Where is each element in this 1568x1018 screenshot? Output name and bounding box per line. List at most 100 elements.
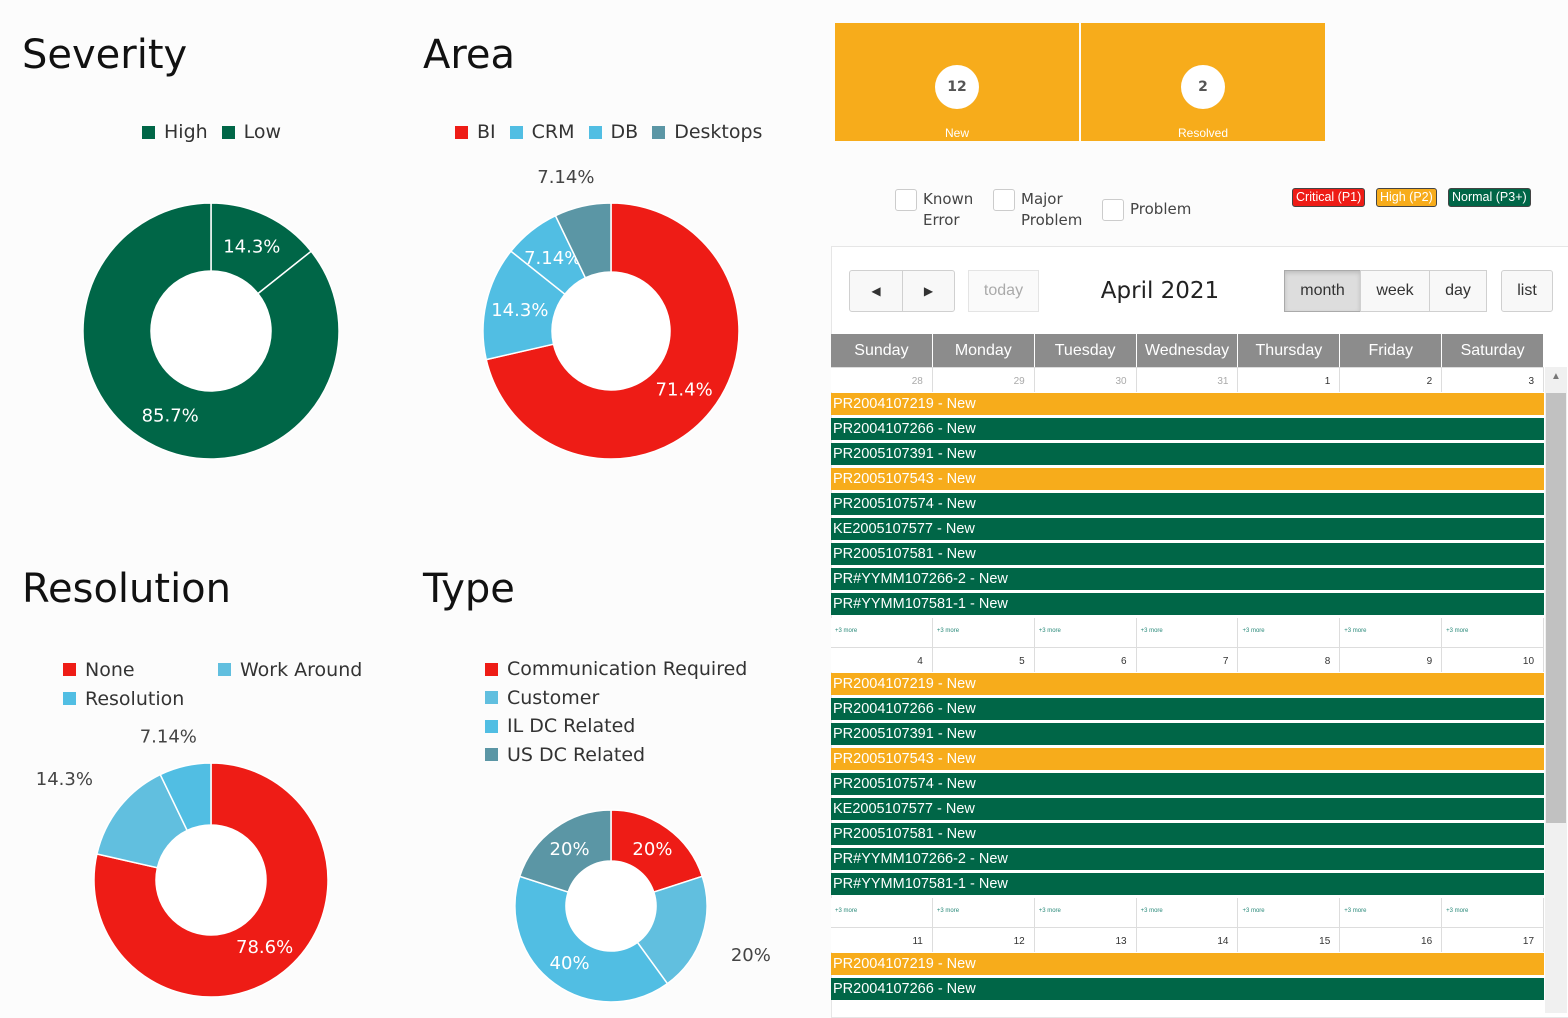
- more-events-link[interactable]: +3 more: [1340, 618, 1443, 648]
- slice-us-dc-related[interactable]: [518, 809, 612, 894]
- legend-label: None: [85, 658, 135, 681]
- more-events-link[interactable]: +3 more: [933, 898, 1035, 928]
- date-cell[interactable]: 12: [933, 928, 1035, 952]
- legend-item-work-around[interactable]: Work Around: [218, 655, 373, 684]
- data-label-us-dc-related: 20%: [550, 839, 590, 860]
- type-title: Type: [423, 566, 515, 612]
- calendar-event[interactable]: PR2005107543 - New: [831, 748, 1544, 770]
- date-cell[interactable]: 14: [1137, 928, 1239, 952]
- slice-desktops[interactable]: [554, 202, 612, 279]
- scroll-up-icon[interactable]: ▲: [1551, 371, 1561, 382]
- legend-item-bi[interactable]: BI: [455, 121, 496, 143]
- slice-resolution[interactable]: [159, 762, 212, 832]
- calendar-scroll-thumb[interactable]: [1546, 393, 1566, 823]
- prev-month-button[interactable]: ◀: [849, 270, 903, 312]
- priority-normal-badge: Normal (P3+): [1448, 188, 1531, 207]
- date-cell[interactable]: 11: [831, 928, 933, 952]
- more-events-link[interactable]: +3 more: [933, 618, 1035, 648]
- calendar-event[interactable]: PR2005107581 - New: [831, 543, 1544, 565]
- view-list-button[interactable]: list: [1501, 270, 1553, 312]
- date-cell[interactable]: 5: [933, 648, 1035, 672]
- slice-low[interactable]: [82, 202, 340, 460]
- data-label-desktops: 7.14%: [537, 167, 594, 188]
- more-events-link[interactable]: +3 more: [1340, 898, 1443, 928]
- date-cell[interactable]: 8: [1238, 648, 1341, 672]
- calendar-event[interactable]: PR2004107219 - New: [831, 953, 1544, 975]
- problem-filter[interactable]: Problem: [1102, 199, 1191, 221]
- more-events-link[interactable]: +3 more: [831, 618, 933, 648]
- calendar-event[interactable]: PR2004107219 - New: [831, 393, 1544, 415]
- legend-item-db[interactable]: DB: [588, 121, 638, 143]
- known-error-checkbox[interactable]: [895, 189, 917, 211]
- major-problem-label: Major Problem: [1021, 190, 1083, 229]
- date-cell[interactable]: 7: [1137, 648, 1239, 672]
- more-events-link[interactable]: +3 more: [1137, 898, 1239, 928]
- date-cell[interactable]: 2: [1340, 368, 1443, 392]
- date-cell[interactable]: 10: [1442, 648, 1545, 672]
- more-events-link[interactable]: +3 more: [831, 898, 933, 928]
- next-month-button[interactable]: ▶: [902, 270, 955, 312]
- more-events-link[interactable]: +3 more: [1238, 898, 1341, 928]
- date-cell[interactable]: 6: [1035, 648, 1137, 672]
- date-cell[interactable]: 28: [831, 368, 933, 392]
- legend-item-none[interactable]: None: [63, 655, 218, 684]
- major-problem-checkbox[interactable]: [993, 189, 1015, 211]
- problem-checkbox[interactable]: [1102, 199, 1124, 221]
- calendar-event[interactable]: PR2004107266 - New: [831, 698, 1544, 720]
- calendar-event[interactable]: KE2005107577 - New: [831, 798, 1544, 820]
- calendar-event[interactable]: KE2005107577 - New: [831, 518, 1544, 540]
- calendar-event[interactable]: PR#YYMM107581-1 - New: [831, 593, 1544, 615]
- calendar-event[interactable]: PR#YYMM107266-2 - New: [831, 568, 1544, 590]
- calendar-event[interactable]: PR2005107391 - New: [831, 723, 1544, 745]
- known-error-filter[interactable]: Known Error: [895, 189, 973, 231]
- slice-bi[interactable]: [485, 202, 740, 460]
- slice-il-dc-related[interactable]: [514, 875, 669, 1003]
- view-week-button[interactable]: week: [1360, 270, 1430, 312]
- calendar-event[interactable]: PR2005107574 - New: [831, 493, 1544, 515]
- view-day-button[interactable]: day: [1429, 270, 1487, 312]
- today-button[interactable]: today: [968, 270, 1039, 312]
- calendar-event[interactable]: PR2004107266 - New: [831, 418, 1544, 440]
- date-cell[interactable]: 9: [1340, 648, 1443, 672]
- date-cell[interactable]: 3: [1442, 368, 1545, 392]
- more-events-link[interactable]: +3 more: [1442, 618, 1545, 648]
- calendar-event[interactable]: PR#YYMM107581-1 - New: [831, 873, 1544, 895]
- legend-label: CRM: [531, 121, 575, 143]
- more-events-link[interactable]: +3 more: [1238, 618, 1341, 648]
- new-tile[interactable]: 12 New: [835, 23, 1079, 141]
- legend-item-resolution[interactable]: Resolution: [63, 684, 218, 713]
- view-month-button[interactable]: month: [1284, 270, 1361, 312]
- date-cell[interactable]: 30: [1035, 368, 1137, 392]
- legend-item-crm[interactable]: CRM: [509, 121, 575, 143]
- more-events-link[interactable]: +3 more: [1035, 898, 1137, 928]
- date-cell[interactable]: 17: [1442, 928, 1545, 952]
- date-cell[interactable]: 29: [933, 368, 1035, 392]
- date-cell[interactable]: 31: [1137, 368, 1239, 392]
- calendar-event[interactable]: PR2005107391 - New: [831, 443, 1544, 465]
- major-problem-filter[interactable]: Major Problem: [993, 189, 1082, 231]
- calendar-event[interactable]: PR2005107543 - New: [831, 468, 1544, 490]
- legend-item-customer[interactable]: Customer: [485, 684, 785, 713]
- legend-item-low[interactable]: Low: [221, 121, 281, 143]
- date-cell[interactable]: 1: [1238, 368, 1341, 392]
- date-cell[interactable]: 4: [831, 648, 933, 672]
- legend-item-high[interactable]: High: [142, 121, 208, 143]
- date-cell[interactable]: 15: [1238, 928, 1341, 952]
- calendar-event[interactable]: PR2004107219 - New: [831, 673, 1544, 695]
- legend-item-us-dc-related[interactable]: US DC Related: [485, 741, 785, 770]
- calendar-event[interactable]: PR2004107266 - New: [831, 978, 1544, 1000]
- more-events-link[interactable]: +3 more: [1035, 618, 1137, 648]
- more-events-link[interactable]: +3 more: [1137, 618, 1239, 648]
- legend-item-communication-required[interactable]: Communication Required: [485, 655, 785, 684]
- calendar-event[interactable]: PR#YYMM107266-2 - New: [831, 848, 1544, 870]
- resolved-label: Resolved: [1177, 126, 1229, 140]
- slice-none[interactable]: [93, 762, 329, 998]
- legend-item-desktops[interactable]: Desktops: [652, 121, 762, 143]
- calendar-event[interactable]: PR2005107581 - New: [831, 823, 1544, 845]
- legend-item-il-dc-related[interactable]: IL DC Related: [485, 712, 785, 741]
- more-events-link[interactable]: +3 more: [1442, 898, 1545, 928]
- calendar-event[interactable]: PR2005107574 - New: [831, 773, 1544, 795]
- resolved-tile[interactable]: 2 Resolved: [1081, 23, 1325, 141]
- date-cell[interactable]: 16: [1340, 928, 1443, 952]
- date-cell[interactable]: 13: [1035, 928, 1137, 952]
